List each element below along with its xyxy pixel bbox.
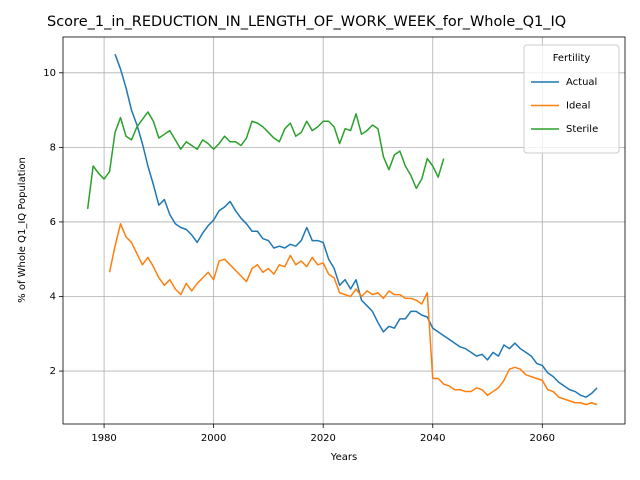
y-tick-label: 8 <box>50 142 56 153</box>
series-line <box>114 53 598 398</box>
x-tick-label: 2020 <box>310 433 335 444</box>
x-tick-label: 2040 <box>420 433 445 444</box>
legend-label: Actual <box>566 77 597 88</box>
legend-box <box>523 44 620 154</box>
y-tick-label: 6 <box>50 217 56 228</box>
axes-frame <box>62 36 626 425</box>
chart-title: Score_1_in_REDUCTION_IN_LENGTH_OF_WORK_W… <box>47 14 566 30</box>
x-tick-label: 1980 <box>91 433 116 444</box>
legend-label: Sterile <box>566 124 598 135</box>
x-axis-label: Years <box>330 452 357 463</box>
legend: Fertility Actual Ideal Sterile <box>523 44 620 154</box>
series-line <box>86 111 445 209</box>
y-tick-label: 10 <box>43 68 56 79</box>
series-line <box>108 223 598 406</box>
legend-title: Fertility <box>553 53 591 64</box>
x-tick-label: 2060 <box>530 433 555 444</box>
y-axis-label: % of Whole Q1_IQ Population <box>17 157 28 303</box>
y-tick-label: 4 <box>50 291 56 302</box>
x-tick-label: 2000 <box>201 433 226 444</box>
y-tick-label: 2 <box>50 366 56 377</box>
legend-label: Ideal <box>566 101 590 112</box>
